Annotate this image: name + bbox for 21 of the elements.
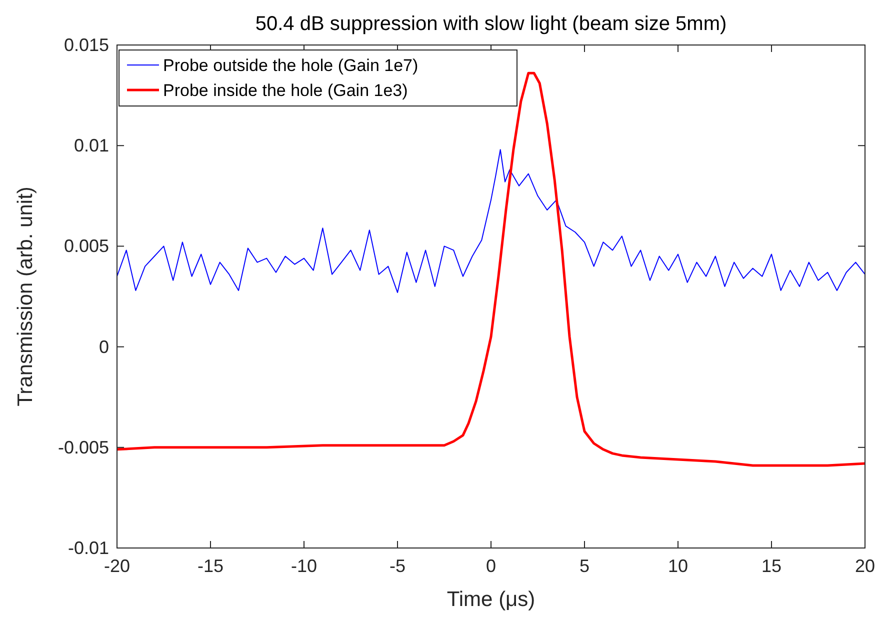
x-tick-label: 15 xyxy=(761,556,782,576)
legend-label: Probe inside the hole (Gain 1e3) xyxy=(163,81,408,100)
line-series xyxy=(117,149,865,293)
x-tick-label: 0 xyxy=(486,556,496,576)
y-tick-label: 0.005 xyxy=(64,236,109,256)
y-axis-title: Transmission (arb. unit) xyxy=(14,186,37,406)
x-axis-title: Time (μs) xyxy=(446,588,536,611)
x-tick-label: -15 xyxy=(197,556,224,576)
x-tick-label: 5 xyxy=(579,556,590,576)
x-tick-label: 10 xyxy=(668,556,688,576)
legend-label: Probe outside the hole (Gain 1e7) xyxy=(163,56,418,75)
y-tick-label: -0.01 xyxy=(68,538,109,558)
x-tick-label: -10 xyxy=(290,556,318,576)
chart-title: 50.4 dB suppression with slow light (beam size 5mm) xyxy=(255,13,727,35)
y-tick-label: -0.005 xyxy=(58,437,109,458)
x-tick-label: 20 xyxy=(854,556,876,576)
x-tick-label: -5 xyxy=(389,556,406,576)
y-tick-label: 0.01 xyxy=(74,136,109,156)
x-tick-label: -20 xyxy=(104,556,130,576)
y-tick-label: 0 xyxy=(98,336,109,357)
y-tick-label: 0.015 xyxy=(64,35,109,55)
